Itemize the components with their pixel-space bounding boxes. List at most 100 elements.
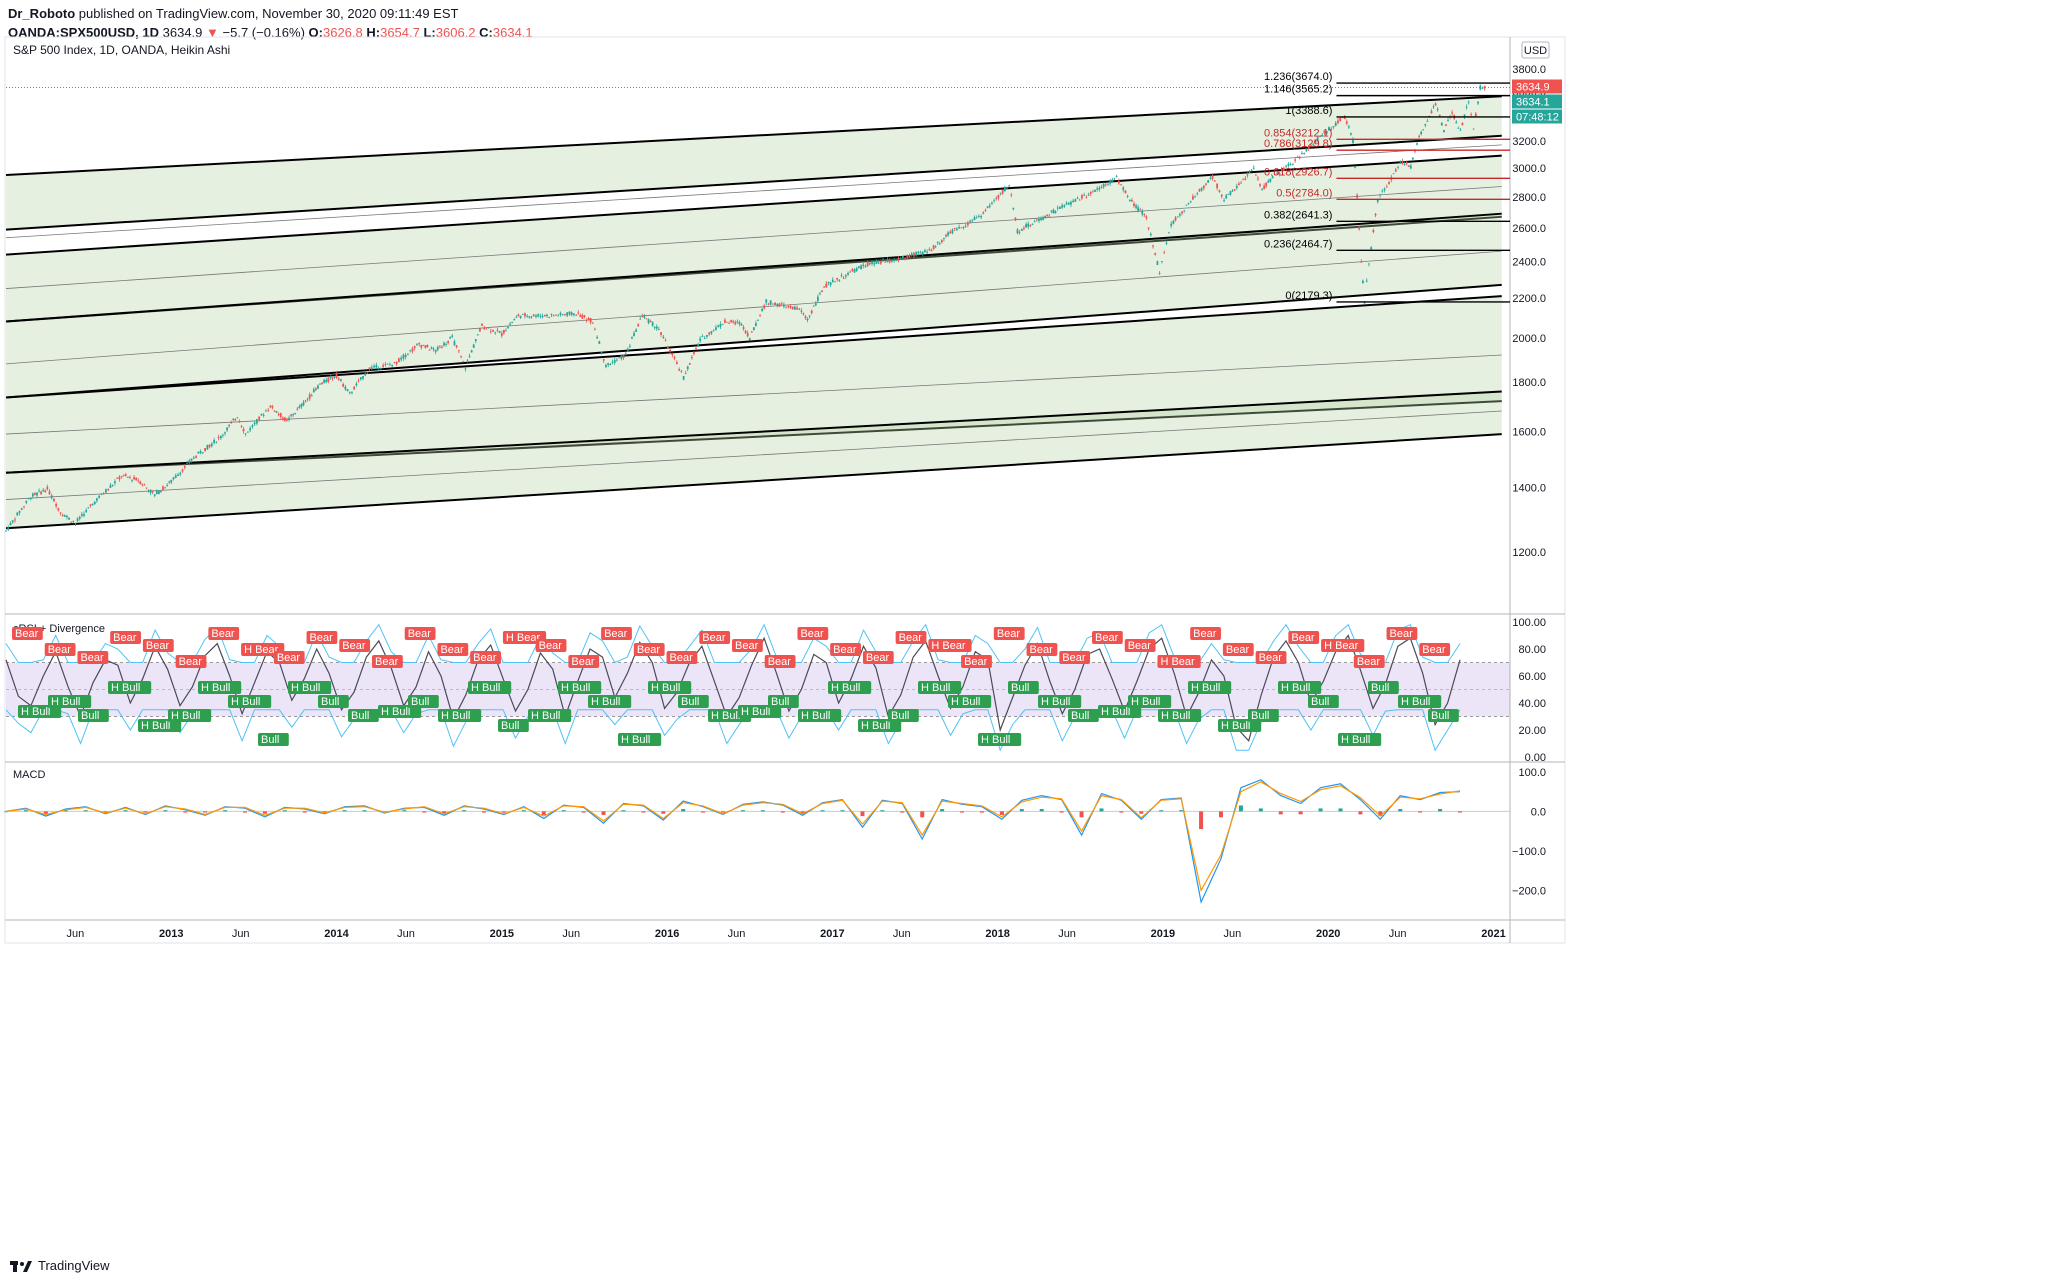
candle-body: [616, 359, 618, 361]
publisher-name[interactable]: Dr_Roboto: [8, 6, 76, 21]
price-axis-tick: 3800.0: [1512, 64, 1546, 76]
close-label: C:: [479, 25, 493, 40]
candle-body: [353, 386, 356, 390]
candle-body: [228, 424, 231, 426]
candle-body: [962, 227, 965, 228]
bull-divergence-tag: [198, 681, 242, 694]
candle-body: [63, 515, 66, 517]
candle-body: [379, 367, 382, 369]
candle-body: [329, 376, 332, 378]
candle-body: [719, 323, 722, 327]
candle-body: [468, 356, 471, 357]
candle-body: [1461, 123, 1464, 126]
fib-level-label: 1(3388.6): [1285, 105, 1332, 117]
price-axis-tick: 2200.0: [1512, 293, 1546, 305]
footer-brand[interactable]: TradingView: [10, 1258, 110, 1273]
candle-body: [1135, 205, 1137, 208]
candle-body: [997, 194, 1000, 199]
price-axis-tick: 2600.0: [1512, 223, 1546, 235]
candle-body: [206, 444, 209, 450]
candle-body: [1072, 200, 1075, 203]
bull-divergence-tag: [1428, 709, 1459, 722]
candle-body: [48, 491, 51, 495]
candle-body: [1479, 85, 1482, 90]
candle-body: [38, 490, 40, 492]
candle-body: [275, 411, 278, 413]
candle-body: [1238, 183, 1240, 186]
candle-body: [1330, 128, 1333, 130]
candle-body: [368, 367, 371, 370]
candle-body: [934, 246, 937, 248]
bull-divergence-tag: [18, 705, 62, 718]
bull-divergence-label: H Bull: [981, 734, 1010, 746]
price-tag: 3634.9: [1516, 82, 1550, 94]
candle-body: [1465, 106, 1468, 108]
candle-body: [800, 310, 803, 312]
bull-divergence-tag: [1128, 695, 1172, 708]
bear-divergence-tag: [110, 631, 141, 644]
candle-body: [1172, 220, 1175, 224]
candle-body: [940, 240, 943, 243]
candle-body: [1056, 207, 1059, 209]
candle-body: [388, 364, 391, 366]
price-axis-tick: 1200.0: [1512, 547, 1546, 559]
bull-divergence-label: Bull: [891, 710, 909, 722]
candle-body: [675, 362, 678, 364]
bull-divergence-label: Bull: [411, 696, 429, 708]
candle-body: [814, 303, 817, 306]
bull-divergence-tag: [1308, 695, 1339, 708]
bear-divergence-label: Bear: [702, 632, 726, 644]
macd-histogram-bar: [23, 810, 28, 812]
candle-body: [1065, 203, 1068, 205]
channel-lower-line: [5, 433, 1502, 530]
candle-body: [1263, 185, 1266, 190]
candle-body: [114, 481, 116, 484]
candle-body: [564, 314, 566, 316]
candle-body: [236, 417, 239, 419]
bear-divergence-label: Bear: [866, 652, 890, 664]
bull-divergence-label: H Bull: [51, 696, 80, 708]
candle-body: [926, 251, 929, 253]
candle-body: [124, 474, 127, 476]
bull-divergence-tag: [468, 681, 512, 694]
candle-body: [734, 322, 737, 325]
candle-body: [1370, 247, 1373, 250]
price-axis-tick: 3200.0: [1512, 136, 1546, 148]
candle-body: [308, 394, 311, 399]
bear-divergence-label: Bear: [604, 628, 628, 640]
candle-body: [888, 260, 891, 263]
candle-body: [669, 349, 672, 352]
candle-body: [626, 348, 629, 351]
candle-body: [23, 506, 25, 508]
change-down-icon: ▼: [206, 25, 219, 40]
candle-body: [794, 306, 796, 310]
candle-body: [393, 362, 396, 363]
bear-divergence-tag: [1157, 655, 1201, 668]
rsi-axis-tick: 60.00: [1518, 671, 1546, 683]
candle-body: [265, 410, 267, 412]
macd-histogram-bar: [103, 811, 108, 813]
candle-body: [296, 408, 299, 410]
channel-mid-line: [5, 410, 1502, 500]
candle-body: [721, 324, 724, 325]
candle-body: [1319, 136, 1321, 137]
candle-body: [819, 292, 821, 294]
candle-body: [413, 346, 416, 349]
candle-body: [1231, 190, 1234, 192]
candle-body: [808, 315, 811, 317]
candle-body: [1459, 129, 1462, 131]
candle-body: [1301, 153, 1303, 154]
candle-body: [256, 419, 258, 424]
macd-histogram-bar: [1378, 811, 1383, 817]
macd-histogram-bar: [442, 811, 447, 814]
macd-histogram-bar: [601, 811, 606, 815]
candle-body: [728, 323, 730, 324]
candle-body: [568, 311, 571, 315]
candle-body: [860, 265, 862, 270]
candle-body: [428, 349, 431, 351]
candle-body: [550, 314, 553, 315]
bear-divergence-label: Bear: [899, 632, 923, 644]
candle-body: [139, 481, 142, 485]
candle-body: [943, 238, 945, 239]
